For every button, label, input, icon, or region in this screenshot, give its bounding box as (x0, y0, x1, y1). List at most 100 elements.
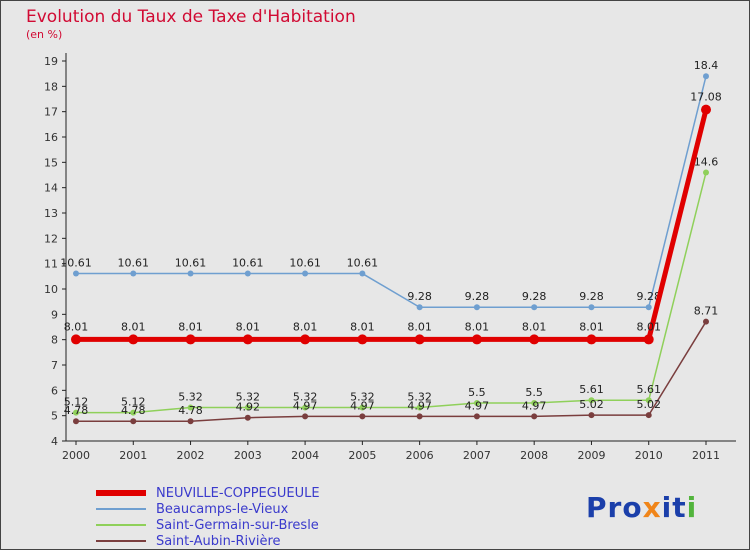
legend-item-saint-aubin-riviere: Saint-Aubin-Rivière (96, 533, 320, 549)
data-point (703, 169, 709, 176)
legend-swatch-saint-aubin-riviere (96, 540, 146, 542)
x-tick-label: 2004 (291, 449, 319, 462)
data-point (473, 304, 480, 311)
data-point (244, 404, 251, 411)
data-label: 5.5 (468, 386, 486, 399)
data-point (643, 334, 654, 345)
data-label: 10.61 (60, 257, 92, 270)
y-tick-label: 19 (44, 55, 58, 68)
data-label: 8.01 (64, 320, 89, 333)
data-label: 5.5 (525, 386, 543, 399)
data-point (588, 304, 595, 311)
data-label: 8.01 (350, 320, 375, 333)
data-label: 8.01 (236, 320, 261, 333)
data-label: 10.61 (118, 257, 150, 270)
data-label: 8.71 (694, 305, 719, 318)
data-point (359, 270, 366, 277)
y-tick-label: 14 (44, 182, 58, 195)
data-point (473, 400, 480, 406)
y-tick-label: 5 (51, 410, 58, 423)
data-point (703, 318, 709, 325)
data-point (701, 104, 711, 115)
data-point (703, 73, 709, 80)
chart-legend: NEUVILLE-COPPEGUEULE Beaucamps-le-Vieux … (96, 485, 320, 549)
y-tick-label: 8 (51, 334, 58, 347)
data-label: 4.78 (121, 404, 146, 417)
data-label: 5.32 (350, 391, 375, 404)
data-label: 5.61 (579, 383, 604, 396)
legend-item-saint-germain-sur-bresle: Saint-Germain-sur-Bresle (96, 517, 320, 533)
data-label: 9.28 (636, 290, 661, 303)
data-point (416, 413, 423, 420)
data-point (531, 400, 538, 406)
data-label: 8.01 (636, 320, 661, 333)
data-label: 9.28 (465, 290, 490, 303)
data-point (185, 334, 196, 345)
data-point (359, 413, 366, 420)
data-label: 10.61 (347, 257, 379, 270)
x-tick-label: 2003 (234, 449, 262, 462)
data-point (414, 334, 425, 345)
y-tick-label: 12 (44, 232, 58, 245)
data-point (357, 334, 368, 345)
x-tick-label: 2008 (520, 449, 548, 462)
logo-letter: r (607, 491, 623, 524)
x-tick-label: 2007 (463, 449, 491, 462)
data-label: 5.32 (178, 391, 203, 404)
data-point (302, 413, 309, 420)
data-label: 8.01 (293, 320, 318, 333)
x-tick-label: 2009 (577, 449, 605, 462)
line-chart: 4 5 6 7 8 9 10 11 12 13 14 15 16 17 18 19 2000 2001 2002 20… (44, 53, 736, 462)
legend-swatch-neuville-coppegueule (96, 490, 146, 496)
data-label: 5.32 (407, 391, 432, 404)
legend-label-saint-germain-sur-bresle: Saint-Germain-sur-Bresle (156, 517, 319, 533)
data-label: 9.28 (407, 290, 432, 303)
x-tick-label: 2000 (62, 449, 90, 462)
legend-swatch-beaucamps-le-vieux (96, 508, 146, 510)
data-label: 18.4 (694, 59, 719, 72)
data-point (71, 334, 81, 345)
x-tick-label: 2001 (119, 449, 147, 462)
data-point (586, 334, 597, 345)
y-tick-label: 4 (51, 435, 58, 448)
logo-letter: o (622, 491, 643, 524)
data-label: 4.92 (236, 401, 261, 414)
data-label: 8.01 (465, 320, 490, 333)
y-tick-label: 16 (44, 131, 58, 144)
data-label: 4.97 (350, 399, 375, 412)
y-tick-label: 10 (44, 283, 58, 296)
legend-label-neuville-coppegueule: NEUVILLE-COPPEGUEULE (156, 485, 320, 501)
data-label: 4.97 (522, 399, 547, 412)
logo-letter: i (686, 491, 698, 524)
x-tick-label: 2005 (348, 449, 376, 462)
data-label: 5.32 (236, 391, 261, 404)
data-point (244, 270, 251, 277)
y-tick-label: 18 (44, 80, 58, 93)
logo-letter: t (672, 491, 687, 524)
y-tick-label: 9 (51, 308, 58, 321)
y-tick-label: 11 (44, 258, 58, 271)
data-point (242, 334, 253, 345)
data-label: 4.78 (178, 404, 203, 417)
y-tick-label: 6 (51, 384, 58, 397)
series-line-0 (76, 109, 709, 342)
data-point (471, 334, 482, 345)
series-line-2 (76, 172, 707, 414)
data-point (187, 270, 194, 277)
data-point (529, 334, 540, 345)
data-point (645, 412, 652, 419)
data-label: 5.12 (121, 396, 146, 409)
data-label: 9.28 (579, 290, 604, 303)
data-point (300, 334, 311, 345)
data-point (73, 409, 79, 416)
data-label: 10.61 (175, 257, 207, 270)
data-point (130, 270, 137, 277)
logo-letter: x (642, 491, 662, 524)
data-label: 5.32 (293, 391, 318, 404)
x-tick-label: 2006 (406, 449, 434, 462)
data-point (588, 397, 595, 404)
data-point (244, 414, 251, 421)
x-tick-label: 2010 (635, 449, 663, 462)
data-point (359, 404, 366, 411)
data-point (645, 304, 652, 311)
